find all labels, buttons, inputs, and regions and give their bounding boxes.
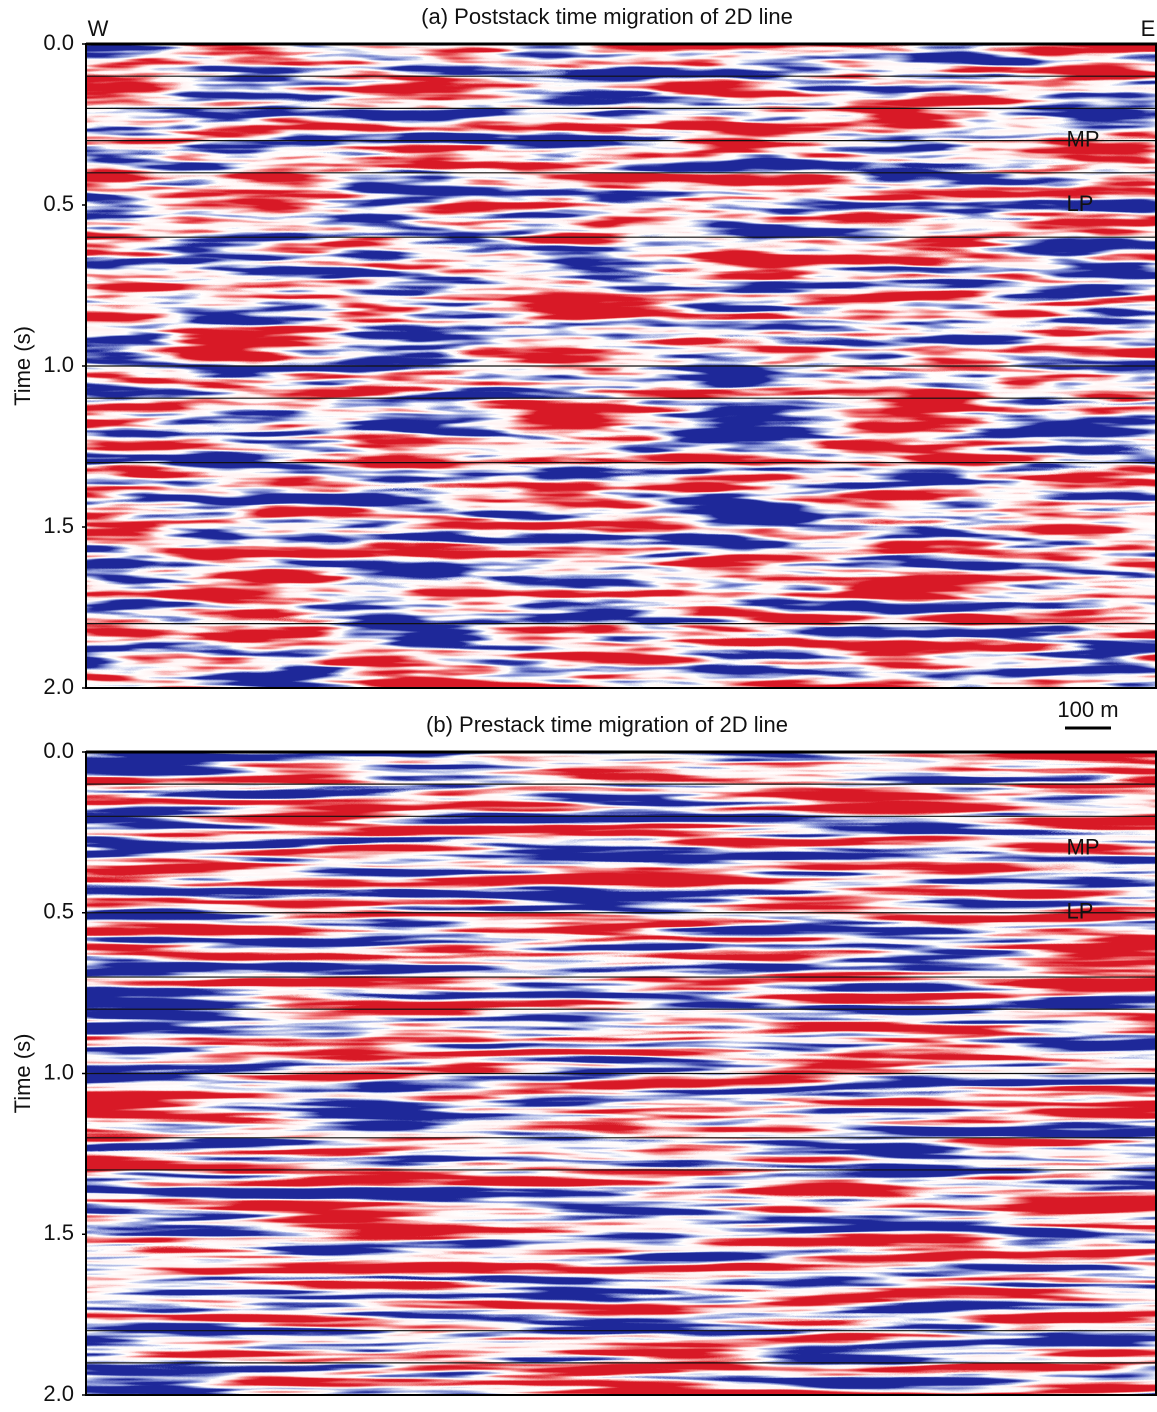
y-tick-label: 0.0: [43, 738, 74, 763]
y-tick-label: 1.5: [43, 1220, 74, 1245]
y-tick-label: 2.0: [43, 674, 74, 699]
y-tick-label: 2.0: [43, 1381, 74, 1406]
y-tick-label: 1.0: [43, 1059, 74, 1084]
y-axis-label: Time (s): [10, 326, 35, 406]
west-label: W: [88, 16, 109, 41]
y-tick-label: 1.5: [43, 513, 74, 538]
annotation: LP: [1067, 899, 1094, 924]
y-tick-label: 0.5: [43, 191, 74, 216]
panel-title: (a) Poststack time migration of 2D line: [421, 4, 793, 29]
annotation: MP: [1067, 834, 1100, 859]
east-label: E: [1141, 16, 1156, 41]
y-tick-label: 0.0: [43, 30, 74, 55]
y-tick-label: 0.5: [43, 899, 74, 924]
y-tick-label: 1.0: [43, 352, 74, 377]
annotation: MP: [1067, 126, 1100, 151]
scale-bar-label: 100 m: [1057, 697, 1118, 722]
annotation: LP: [1067, 191, 1094, 216]
y-axis-label: Time (s): [10, 1034, 35, 1114]
panel-title: (b) Prestack time migration of 2D line: [426, 712, 788, 737]
